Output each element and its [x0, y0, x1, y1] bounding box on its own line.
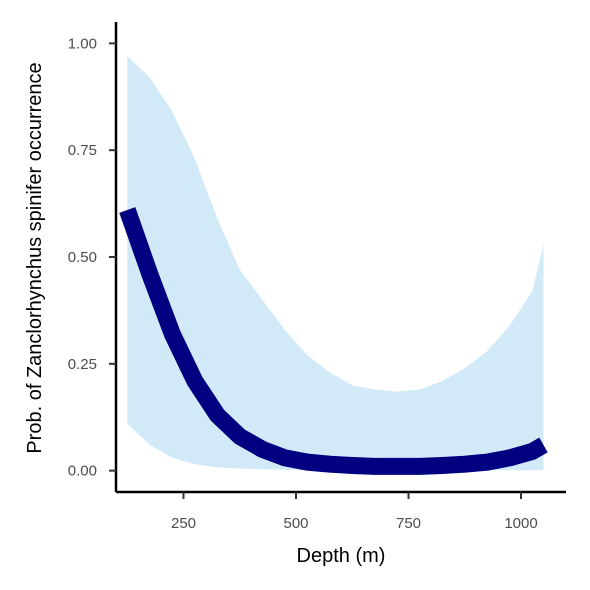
y-tick-label: 0.75 — [68, 142, 97, 159]
y-axis: 0.00 0.25 0.50 0.75 1.00 — [68, 22, 118, 492]
x-tick-label: 750 — [396, 515, 421, 532]
y-tick-label: 0.50 — [68, 249, 97, 266]
x-axis: 250 500 750 1000 — [116, 490, 566, 532]
fitted-line — [119, 207, 548, 475]
y-axis-title: Prob. of Zanclorhynchus spinifer occurre… — [24, 62, 46, 453]
x-tick-label: 500 — [283, 515, 308, 532]
y-tick-label: 0.25 — [68, 356, 97, 373]
y-tick-label: 1.00 — [68, 35, 97, 52]
confidence-band — [127, 56, 544, 471]
y-tick-label: 0.00 — [68, 463, 97, 480]
x-axis-title: Depth (m) — [297, 545, 386, 567]
x-tick-label: 1000 — [504, 515, 537, 532]
series-line-layer — [119, 207, 548, 475]
confidence-band-layer — [127, 56, 544, 471]
x-tick-label: 250 — [171, 515, 196, 532]
